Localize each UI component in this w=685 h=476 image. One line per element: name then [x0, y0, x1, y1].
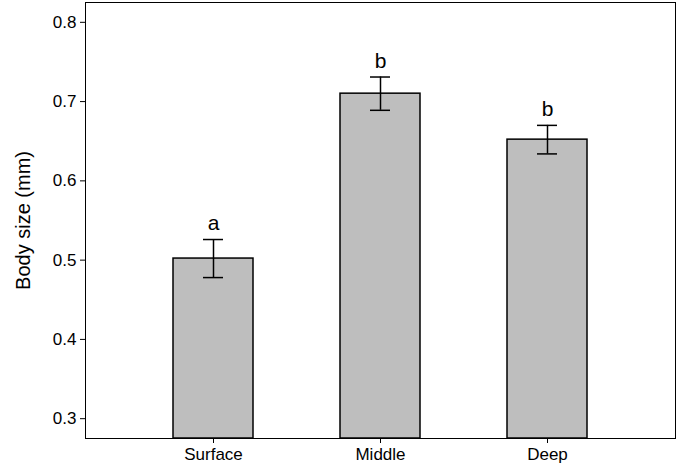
svg-text:Middle: Middle — [355, 445, 405, 464]
svg-text:0.8: 0.8 — [53, 13, 77, 32]
svg-text:0.4: 0.4 — [53, 330, 77, 349]
svg-text:0.7: 0.7 — [53, 92, 77, 111]
svg-text:0.3: 0.3 — [53, 409, 77, 428]
svg-text:Body size (mm): Body size (mm) — [12, 151, 34, 290]
svg-text:Deep: Deep — [527, 445, 568, 464]
svg-text:b: b — [542, 97, 554, 120]
svg-text:0.5: 0.5 — [53, 251, 77, 270]
svg-text:Surface: Surface — [184, 445, 243, 464]
svg-text:a: a — [208, 211, 220, 234]
svg-text:0.6: 0.6 — [53, 171, 77, 190]
svg-text:b: b — [375, 49, 387, 72]
